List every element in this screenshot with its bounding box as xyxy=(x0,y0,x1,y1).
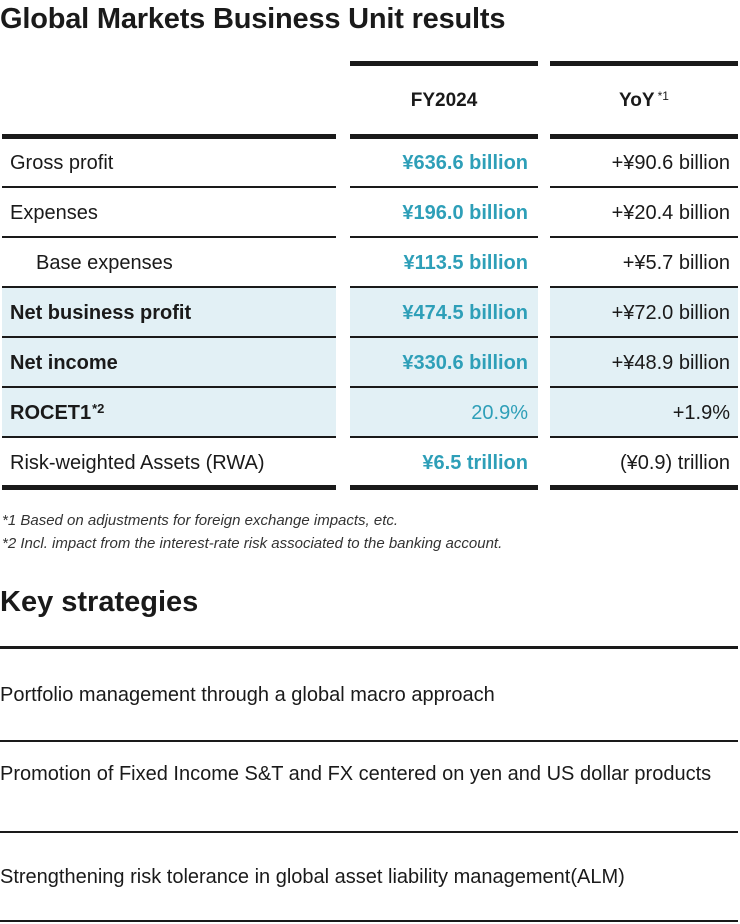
row-divider xyxy=(2,336,336,338)
row-divider xyxy=(550,436,738,438)
row-fy-value: ¥474.5 billion xyxy=(350,288,538,338)
table-row: Risk-weighted Assets (RWA) ¥6.5 trillion… xyxy=(0,438,740,488)
row-yoy-value: +¥72.0 billion xyxy=(550,288,738,338)
table-row: Expenses ¥196.0 billion +¥20.4 billion xyxy=(0,188,740,238)
row-divider xyxy=(350,236,538,238)
strategy-divider xyxy=(0,831,738,833)
row-divider xyxy=(350,386,538,388)
row-divider xyxy=(550,386,738,388)
row-yoy-value: +¥90.6 billion xyxy=(611,151,730,174)
footnotes: *1 Based on adjustments for foreign exch… xyxy=(2,509,502,555)
strategy-divider xyxy=(0,920,738,922)
footnote-2: *2 Incl. impact from the interest-rate r… xyxy=(2,535,503,552)
row-yoy-value: +¥48.9 billion xyxy=(550,338,738,388)
row-yoy-value: +¥5.7 billion xyxy=(622,251,730,274)
footnote-1: *1 Based on adjustments for foreign exch… xyxy=(2,512,399,529)
strategy-item: Portfolio management through a global ma… xyxy=(0,684,495,706)
yoy-column-header: YoY *1 xyxy=(550,66,738,136)
row-divider xyxy=(550,186,738,188)
row-yoy-value: +1.9% xyxy=(550,388,738,438)
table-row: Net income ¥330.6 billion +¥48.9 billion xyxy=(0,338,740,388)
row-label: Risk-weighted Assets (RWA) xyxy=(10,451,265,474)
fy-column-header-rule xyxy=(350,134,538,139)
row-label: Gross profit xyxy=(10,151,114,174)
row-divider xyxy=(550,286,738,288)
rocet1-label: ROCET1 xyxy=(10,401,92,424)
row-divider xyxy=(350,436,538,438)
yoy-footnote-marker: *1 xyxy=(657,89,669,103)
yoy-column-top-rule xyxy=(550,61,738,66)
row-divider xyxy=(350,336,538,338)
row-divider xyxy=(2,236,336,238)
row-fy-value: ¥113.5 billion xyxy=(403,251,528,274)
rocet1-footnote-marker: *2 xyxy=(92,400,105,416)
table-row: Net business profit ¥474.5 billion +¥72.… xyxy=(0,288,740,338)
label-column-header-rule xyxy=(2,134,336,139)
row-fy-value: ¥196.0 billion xyxy=(402,201,528,224)
fy-column-header: FY2024 xyxy=(350,66,538,136)
strategy-divider xyxy=(0,740,738,742)
label-column-bottom-rule xyxy=(2,485,336,490)
table-row: Gross profit ¥636.6 billion +¥90.6 billi… xyxy=(0,138,740,188)
key-strategies-heading: Key strategies xyxy=(0,586,199,618)
table-row: Base expenses ¥113.5 billion +¥5.7 billi… xyxy=(0,238,740,288)
row-divider xyxy=(2,286,336,288)
row-label: Net business profit xyxy=(2,288,336,338)
row-divider xyxy=(550,336,738,338)
row-fy-value: ¥6.5 trillion xyxy=(422,451,528,474)
row-label: Base expenses xyxy=(36,251,173,274)
strategy-item: Strengthening risk tolerance in global a… xyxy=(0,866,625,888)
row-divider xyxy=(2,436,336,438)
row-divider xyxy=(350,286,538,288)
strategy-item: Promotion of Fixed Income S&T and FX cen… xyxy=(0,763,712,785)
page-title: Global Markets Business Unit results xyxy=(0,3,506,35)
row-yoy-value: (¥0.9) trillion xyxy=(619,451,730,474)
table-row: ROCET1 *2 20.9% +1.9% xyxy=(0,388,740,438)
fy-column-top-rule xyxy=(350,61,538,66)
yoy-column-bottom-rule xyxy=(550,485,738,490)
row-divider xyxy=(2,386,336,388)
row-divider xyxy=(550,236,738,238)
row-fy-value: 20.9% xyxy=(350,388,538,438)
strategies-top-rule xyxy=(0,646,738,649)
row-fy-value: ¥636.6 billion xyxy=(402,151,528,174)
fy-column-bottom-rule xyxy=(350,485,538,490)
row-label: Expenses xyxy=(10,201,98,224)
row-label: ROCET1 *2 xyxy=(2,388,336,438)
fy-header-label: FY2024 xyxy=(410,90,478,111)
row-yoy-value: +¥20.4 billion xyxy=(611,201,730,224)
row-divider xyxy=(350,186,538,188)
row-fy-value: ¥330.6 billion xyxy=(350,338,538,388)
yoy-header-label: YoY xyxy=(619,90,655,111)
row-label: Net income xyxy=(2,338,336,388)
yoy-column-header-rule xyxy=(550,134,738,139)
row-divider xyxy=(2,186,336,188)
